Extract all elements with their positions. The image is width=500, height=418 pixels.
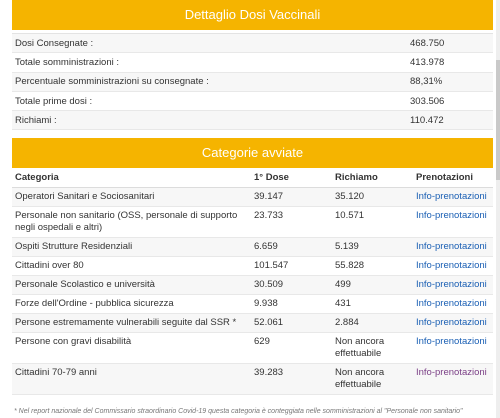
- dosi-label: Totale prime dosi :: [15, 95, 93, 107]
- cell-prima-dose: 52.061: [251, 313, 332, 333]
- table-row: Operatori Sanitari e Sociosanitari 39.14…: [12, 187, 493, 207]
- content: Dettaglio Dosi Vaccinali Dosi Consegnate…: [12, 0, 493, 395]
- cell-prima-dose: 39.147: [251, 187, 332, 207]
- info-prenotazioni-link[interactable]: Info-prenotazioni: [416, 316, 487, 328]
- cell-richiamo: 431: [332, 294, 413, 314]
- info-prenotazioni-link[interactable]: Info-prenotazioni: [416, 366, 487, 378]
- table-row: Personale Scolastico e università 30.509…: [12, 275, 493, 295]
- table-row: Persone con gravi disabilità 629 Non anc…: [12, 332, 493, 364]
- cell-prima-dose: 30.509: [251, 275, 332, 295]
- cell-categoria: Personale Scolastico e università: [12, 275, 251, 295]
- cell-prima-dose: 39.283: [251, 363, 332, 395]
- table-row: Ospiti Strutture Residenziali 6.659 5.13…: [12, 237, 493, 257]
- dosi-value: 303.506: [410, 95, 445, 107]
- cell-categoria: Persone con gravi disabilità: [12, 332, 251, 364]
- info-prenotazioni-link[interactable]: Info-prenotazioni: [416, 335, 487, 347]
- cell-richiamo: 5.139: [332, 237, 413, 257]
- cell-richiamo: Non ancora effettuabile: [332, 363, 413, 395]
- dosi-label: Richiami :: [15, 114, 57, 126]
- table-row: Cittadini 70-79 anni 39.283 Non ancora e…: [12, 363, 493, 395]
- cell-richiamo: 55.828: [332, 256, 413, 276]
- dosi-value: 110.472: [410, 114, 444, 126]
- cell-categoria: Cittadini over 80: [12, 256, 251, 276]
- cell-richiamo: 2.884: [332, 313, 413, 333]
- info-prenotazioni-link[interactable]: Info-prenotazioni: [416, 297, 487, 309]
- cell-categoria: Ospiti Strutture Residenziali: [12, 237, 251, 257]
- info-prenotazioni-link[interactable]: Info-prenotazioni: [416, 259, 487, 271]
- categorie-title: Categorie avviate: [12, 138, 493, 169]
- dosi-value: 468.750: [410, 37, 445, 49]
- dosi-row: Dosi Consegnate : 468.750: [12, 34, 493, 54]
- dosi-title: Dettaglio Dosi Vaccinali: [12, 0, 493, 30]
- info-prenotazioni-link[interactable]: Info-prenotazioni: [416, 278, 487, 290]
- dosi-value: 88,31%: [410, 76, 443, 88]
- cell-prima-dose: 23.733: [251, 206, 332, 238]
- dosi-row: Totale prime dosi : 303.506: [12, 92, 493, 112]
- footnote: * Nel report nazionale del Commissario s…: [14, 408, 463, 415]
- cell-prima-dose: 101.547: [251, 256, 332, 276]
- cell-categoria: Persone estremamente vulnerabili seguite…: [12, 313, 251, 333]
- cell-prima-dose: 6.659: [251, 237, 332, 257]
- dosi-row: Percentuale somministrazioni su consegna…: [12, 72, 493, 92]
- table-row: Cittadini over 80 101.547 55.828 Info-pr…: [12, 256, 493, 276]
- dosi-row: Totale somministrazioni : 413.978: [12, 53, 493, 73]
- header-prima-dose: 1° Dose: [251, 168, 332, 188]
- header-richiamo: Richiamo: [332, 168, 413, 188]
- cell-richiamo: Non ancora effettuabile: [332, 332, 413, 364]
- cell-categoria: Cittadini 70-79 anni: [12, 363, 251, 395]
- table-row: Forze dell'Ordine - pubblica sicurezza 9…: [12, 294, 493, 314]
- dosi-label: Dosi Consegnate :: [15, 37, 94, 49]
- dosi-table: Dosi Consegnate : 468.750 Totale sommini…: [12, 33, 493, 131]
- dosi-label: Percentuale somministrazioni su consegna…: [15, 76, 209, 88]
- cell-categoria: Personale non sanitario (OSS, personale …: [12, 206, 251, 238]
- header-prenotazioni: Prenotazioni: [413, 168, 493, 188]
- table-header-row: Categoria 1° Dose Richiamo Prenotazioni: [12, 168, 493, 188]
- cell-richiamo: 499: [332, 275, 413, 295]
- cell-categoria: Forze dell'Ordine - pubblica sicurezza: [12, 294, 251, 314]
- info-prenotazioni-link[interactable]: Info-prenotazioni: [416, 190, 487, 202]
- table-row: Persone estremamente vulnerabili seguite…: [12, 313, 493, 333]
- scrollbar-thumb[interactable]: [496, 60, 500, 180]
- cell-prima-dose: 629: [251, 332, 332, 364]
- dosi-row: Richiami : 110.472: [12, 111, 493, 131]
- info-prenotazioni-link[interactable]: Info-prenotazioni: [416, 240, 487, 252]
- scrollbar[interactable]: [496, 0, 500, 418]
- table-row: Personale non sanitario (OSS, personale …: [12, 206, 493, 238]
- dosi-label: Totale somministrazioni :: [15, 56, 120, 68]
- cell-richiamo: 10.571: [332, 206, 413, 238]
- cell-categoria: Operatori Sanitari e Sociosanitari: [12, 187, 251, 207]
- cell-richiamo: 35.120: [332, 187, 413, 207]
- info-prenotazioni-link[interactable]: Info-prenotazioni: [416, 209, 487, 221]
- header-categoria: Categoria: [12, 168, 251, 188]
- cell-prima-dose: 9.938: [251, 294, 332, 314]
- dosi-value: 413.978: [410, 56, 445, 68]
- categorie-table: Categoria 1° Dose Richiamo Prenotazioni …: [12, 168, 493, 395]
